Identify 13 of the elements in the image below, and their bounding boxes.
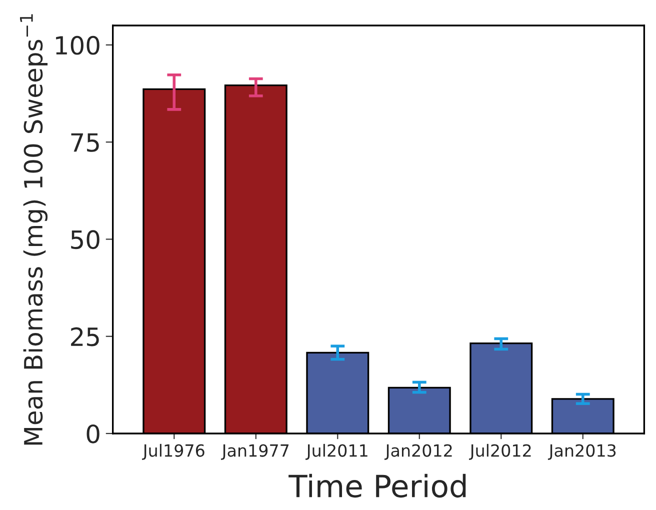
x-tick-label: Jul1976 xyxy=(142,444,204,460)
x-tick-label: Jan2013 xyxy=(548,444,616,460)
y-tick-label: 100 xyxy=(56,36,100,55)
x-axis-title: Time Period xyxy=(288,474,466,498)
x-tick-label: Jul2012 xyxy=(469,444,531,460)
y-tick-label: 75 xyxy=(71,133,99,152)
x-tick-label: Jul2011 xyxy=(306,444,368,460)
y-axis-title: Mean Biomass (mg) 100 Sweeps$^{−1}$ xyxy=(20,14,48,445)
x-tick-label: Jan2012 xyxy=(384,444,452,460)
x-tick-label: Jan1977 xyxy=(220,444,289,460)
y-tick-label: 25 xyxy=(71,327,99,346)
y-tick-label: 0 xyxy=(86,424,100,444)
y-tick-label: 50 xyxy=(71,230,100,250)
